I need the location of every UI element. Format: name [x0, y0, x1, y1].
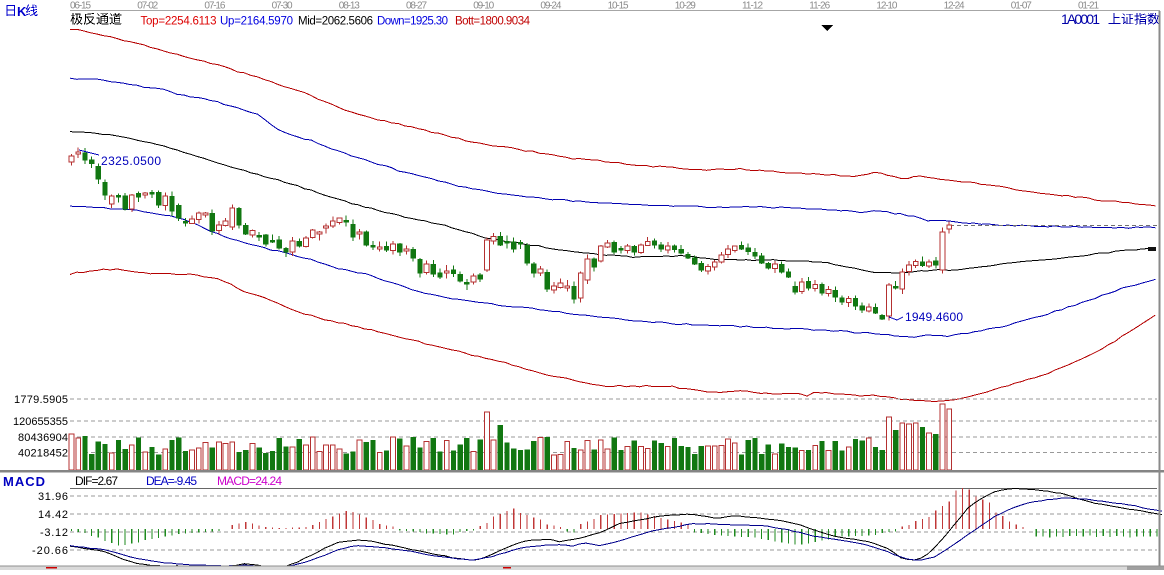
svg-text:07-02: 07-02 — [137, 1, 158, 12]
svg-text:Mid=2062.5606: Mid=2062.5606 — [298, 16, 373, 28]
svg-text:01-07: 01-07 — [1011, 1, 1032, 12]
svg-text:MACD=24.24: MACD=24.24 — [217, 474, 282, 488]
svg-text:DIF=2.67: DIF=2.67 — [75, 474, 118, 488]
svg-text:11-12: 11-12 — [742, 1, 763, 12]
svg-text:09-24: 09-24 — [540, 1, 561, 12]
svg-text:-3.12: -3.12 — [40, 527, 68, 539]
svg-text:40218452: 40218452 — [18, 448, 68, 460]
svg-text:31.96: 31.96 — [38, 491, 68, 503]
svg-text:08-13: 08-13 — [339, 1, 360, 12]
svg-text:Top=2254.6113: Top=2254.6113 — [141, 16, 217, 28]
svg-text:14.42: 14.42 — [38, 509, 68, 521]
svg-text:10-29: 10-29 — [675, 1, 696, 12]
svg-text:120655355: 120655355 — [13, 416, 68, 428]
svg-text:DEA=-9.45: DEA=-9.45 — [146, 474, 197, 488]
svg-text:MACD: MACD — [3, 474, 45, 489]
svg-text:80436904: 80436904 — [18, 432, 68, 444]
svg-text:10-15: 10-15 — [608, 1, 629, 12]
svg-text:2325.0500: 2325.0500 — [101, 154, 161, 168]
svg-text:12-10: 12-10 — [876, 1, 897, 12]
svg-text:Down=1925.30: Down=1925.30 — [377, 16, 448, 28]
svg-text:1949.4600: 1949.4600 — [905, 310, 963, 324]
svg-text:12-24: 12-24 — [944, 1, 965, 12]
svg-text:08-27: 08-27 — [406, 1, 427, 12]
svg-text:07-16: 07-16 — [204, 1, 225, 12]
svg-text:-20.66: -20.66 — [32, 545, 68, 557]
svg-text:1A0001: 1A0001 — [1061, 11, 1100, 27]
svg-text:Up=2164.5970: Up=2164.5970 — [220, 16, 293, 28]
svg-text:1779.5905: 1779.5905 — [14, 394, 68, 406]
svg-text:K: K — [17, 4, 27, 19]
svg-text:06-15: 06-15 — [70, 1, 91, 12]
svg-text:11-26: 11-26 — [809, 1, 830, 12]
svg-text:Bott=1800.9034: Bott=1800.9034 — [455, 16, 531, 28]
svg-text:07-30: 07-30 — [272, 1, 293, 12]
svg-text:01-21: 01-21 — [1078, 1, 1099, 12]
svg-text:09-10: 09-10 — [473, 1, 494, 12]
